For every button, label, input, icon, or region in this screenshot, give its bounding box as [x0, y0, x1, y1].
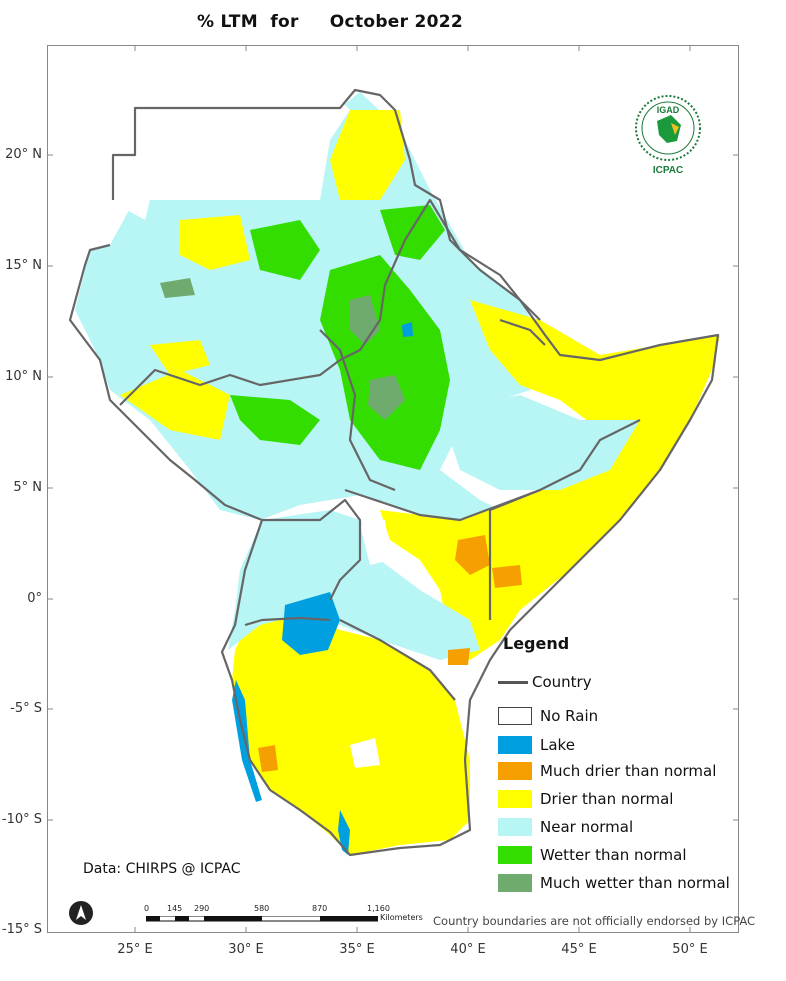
- igad-icpac-logo: IGAD ICPAC: [633, 93, 703, 179]
- region-drier-north: [330, 110, 405, 200]
- logo-bottom-text: ICPAC: [653, 165, 683, 176]
- region-drier-south: [232, 615, 470, 855]
- country-borders: [68, 88, 720, 857]
- rainfall-regions: [75, 92, 720, 855]
- x-tick-label: 45° E: [561, 942, 597, 957]
- legend-swatch: [498, 846, 532, 864]
- legend-label: Much wetter than normal: [540, 874, 730, 892]
- y-tick-label: -5° S: [10, 701, 42, 716]
- region-no-rain-2: [350, 738, 380, 768]
- igad-emblem-icon: IGAD ICPAC: [635, 95, 701, 176]
- region-drier-central: [150, 340, 210, 375]
- region-much-drier-3: [448, 648, 470, 665]
- legend-item: Wetter than normal: [498, 845, 687, 865]
- legend-item: Drier than normal: [498, 789, 673, 809]
- legend-label: No Rain: [540, 707, 599, 725]
- y-tick-label: 10° N: [5, 369, 42, 384]
- scale-tick: 1,160: [367, 904, 390, 913]
- legend-item: No Rain: [498, 706, 598, 726]
- border-tanzania-west: [244, 616, 331, 627]
- region-wetter-sudan: [250, 220, 320, 280]
- legend-title: Legend: [503, 634, 570, 653]
- disclaimer-text: Country boundaries are not officially en…: [433, 914, 756, 928]
- region-wetter-west: [230, 395, 320, 445]
- x-tick-label: 35° E: [339, 942, 375, 957]
- legend-country-label: Country: [532, 673, 592, 691]
- legend-swatch: [498, 762, 532, 780]
- border-kenya-tanzania: [339, 619, 456, 701]
- scale-bar-graphic: [146, 916, 378, 922]
- logo-top-text: IGAD: [657, 105, 680, 115]
- legend-item: Much drier than normal: [498, 761, 716, 781]
- border-eritrea: [404, 198, 541, 321]
- scale-tick: 145: [167, 904, 183, 913]
- region-much-wetter-3: [160, 278, 195, 298]
- region-wetter-north: [380, 205, 445, 260]
- region-much-drier-2: [492, 565, 522, 588]
- legend-label: Lake: [540, 736, 575, 754]
- legend-label: Near normal: [540, 818, 634, 836]
- axis-tick-marks: [47, 45, 739, 933]
- region-near-normal-east: [440, 395, 640, 490]
- region-no-rain-1: [115, 100, 350, 220]
- outer-boundary: [68, 88, 720, 857]
- legend-swatch: [498, 707, 532, 725]
- legend-item: Near normal: [498, 817, 633, 837]
- legend-item: Lake: [498, 735, 575, 755]
- legend-swatch: [498, 874, 532, 892]
- legend-label: Much drier than normal: [540, 762, 717, 780]
- region-drier-sudan-s: [120, 370, 230, 440]
- border-uganda: [262, 498, 362, 601]
- region-near-normal-uganda: [228, 510, 480, 660]
- y-tick-label: 15° N: [5, 258, 42, 273]
- x-tick-label: 50° E: [672, 942, 708, 957]
- lake-tanganyika: [232, 680, 262, 802]
- region-much-wetter-2: [368, 375, 405, 420]
- north-arrow-icon: [69, 901, 93, 925]
- legend-swatch: [498, 818, 532, 836]
- legend-country: Country: [498, 672, 592, 692]
- legend-label: Drier than normal: [540, 790, 674, 808]
- region-much-drier-4: [258, 745, 278, 772]
- x-tick-label: 30° E: [228, 942, 264, 957]
- border-sudan-ethiopia: [383, 239, 407, 286]
- legend-swatch: [498, 790, 532, 808]
- y-tick-label: -15° S: [1, 922, 42, 937]
- scale-tick: 0: [144, 904, 150, 913]
- map-title: % LTM for October 2022: [196, 12, 464, 32]
- country-line-icon: [498, 680, 528, 684]
- y-tick-label: 0°: [27, 591, 42, 606]
- legend-swatch: [498, 736, 532, 754]
- data-source-label: Data: CHIRPS @ ICPAC: [83, 861, 241, 877]
- x-tick-label: 25° E: [117, 942, 153, 957]
- region-much-drier-1: [455, 535, 490, 575]
- lake-victoria: [282, 592, 340, 655]
- lake-tana: [402, 322, 413, 337]
- scale-unit: Kilometers: [380, 913, 423, 922]
- scale-tick: 870: [312, 904, 328, 913]
- border-ethiopia-west: [319, 329, 396, 492]
- legend-label: Wetter than normal: [540, 846, 687, 864]
- scale-tick: 290: [194, 904, 210, 913]
- y-tick-label: 20° N: [5, 147, 42, 162]
- legend-item: Much wetter than normal: [498, 873, 730, 893]
- region-drier-sudan-w: [180, 215, 250, 270]
- border-somalia: [488, 488, 541, 620]
- scale-tick: 580: [254, 904, 270, 913]
- y-tick-label: 5° N: [13, 480, 42, 495]
- y-tick-label: -10° S: [1, 812, 42, 827]
- x-tick-label: 40° E: [450, 942, 486, 957]
- region-no-rain-3: [360, 520, 390, 565]
- border-sudan-south: [119, 284, 387, 406]
- border-djibouti: [499, 318, 546, 346]
